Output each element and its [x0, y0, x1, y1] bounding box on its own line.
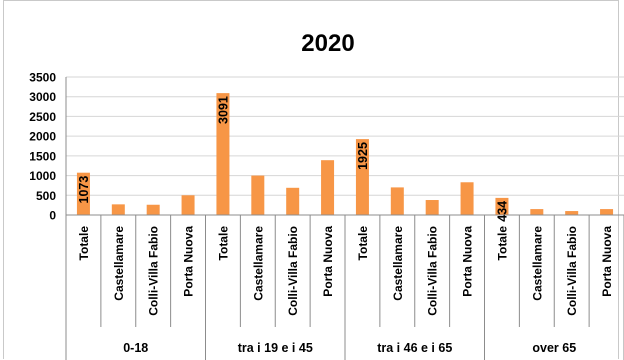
- y-tick-label: 0: [49, 209, 56, 223]
- category-label: Castellamare: [391, 226, 405, 301]
- category-label: Colli-Villa Fabio: [147, 226, 161, 316]
- bar: [76, 172, 90, 215]
- bar: [321, 160, 335, 215]
- category-label: Totale: [77, 226, 91, 261]
- category-label: Castellamare: [530, 226, 544, 301]
- data-label: 3091: [216, 96, 230, 124]
- bar: [565, 211, 579, 215]
- category-label: Colli-Villa Fabio: [565, 226, 579, 316]
- chart-frame: [3, 0, 619, 359]
- data-label: 1073: [77, 176, 91, 204]
- gridlines: [66, 76, 624, 216]
- y-tick-label: 500: [36, 189, 56, 203]
- bar: [111, 204, 125, 215]
- y-tick-label: 3000: [29, 90, 56, 104]
- category-label: Colli-Villa Fabio: [426, 226, 440, 316]
- category-label: Porta Nuova: [321, 226, 335, 297]
- bar: [530, 209, 544, 215]
- y-tick-label: 2000: [29, 130, 56, 144]
- category-label: Porta Nuova: [600, 226, 614, 297]
- category-label: Castellamare: [251, 226, 265, 301]
- group-label: 0-18: [123, 341, 148, 355]
- chart-title: 2020: [301, 30, 354, 57]
- category-label: Totale: [356, 226, 370, 261]
- data-label: 434: [495, 201, 509, 222]
- group-label: tra i 46 e i 65: [377, 341, 452, 355]
- category-label: Porta Nuova: [461, 226, 475, 297]
- y-tick-label: 2500: [29, 110, 56, 124]
- y-tick-label: 1000: [29, 169, 56, 183]
- bar: [146, 204, 160, 215]
- bars: [76, 93, 614, 215]
- bar: [251, 175, 265, 215]
- category-label: Totale: [495, 226, 509, 261]
- bar: [286, 187, 300, 215]
- labels: 0 500 1000 1500 2000 2500 3000 3500 1073 Totale Ca…: [29, 71, 614, 356]
- bar: [216, 93, 230, 215]
- group-label: over 65: [532, 341, 576, 355]
- category-label: Colli-Villa Fabio: [286, 226, 300, 316]
- bar: [600, 209, 614, 215]
- y-tick-label: 3500: [29, 71, 56, 85]
- category-label: Totale: [216, 226, 230, 261]
- y-tick-label: 1500: [29, 149, 56, 163]
- bar: [425, 200, 439, 215]
- bar: [495, 197, 509, 215]
- category-label: Castellamare: [112, 226, 126, 301]
- category-label: Porta Nuova: [182, 226, 196, 297]
- bar: [390, 187, 404, 215]
- axes: [65, 77, 624, 360]
- bar: [181, 195, 195, 215]
- bar: [355, 139, 369, 215]
- data-label: 1925: [356, 142, 370, 170]
- bar: [460, 182, 474, 215]
- group-label: tra i 19 e i 45: [238, 341, 313, 355]
